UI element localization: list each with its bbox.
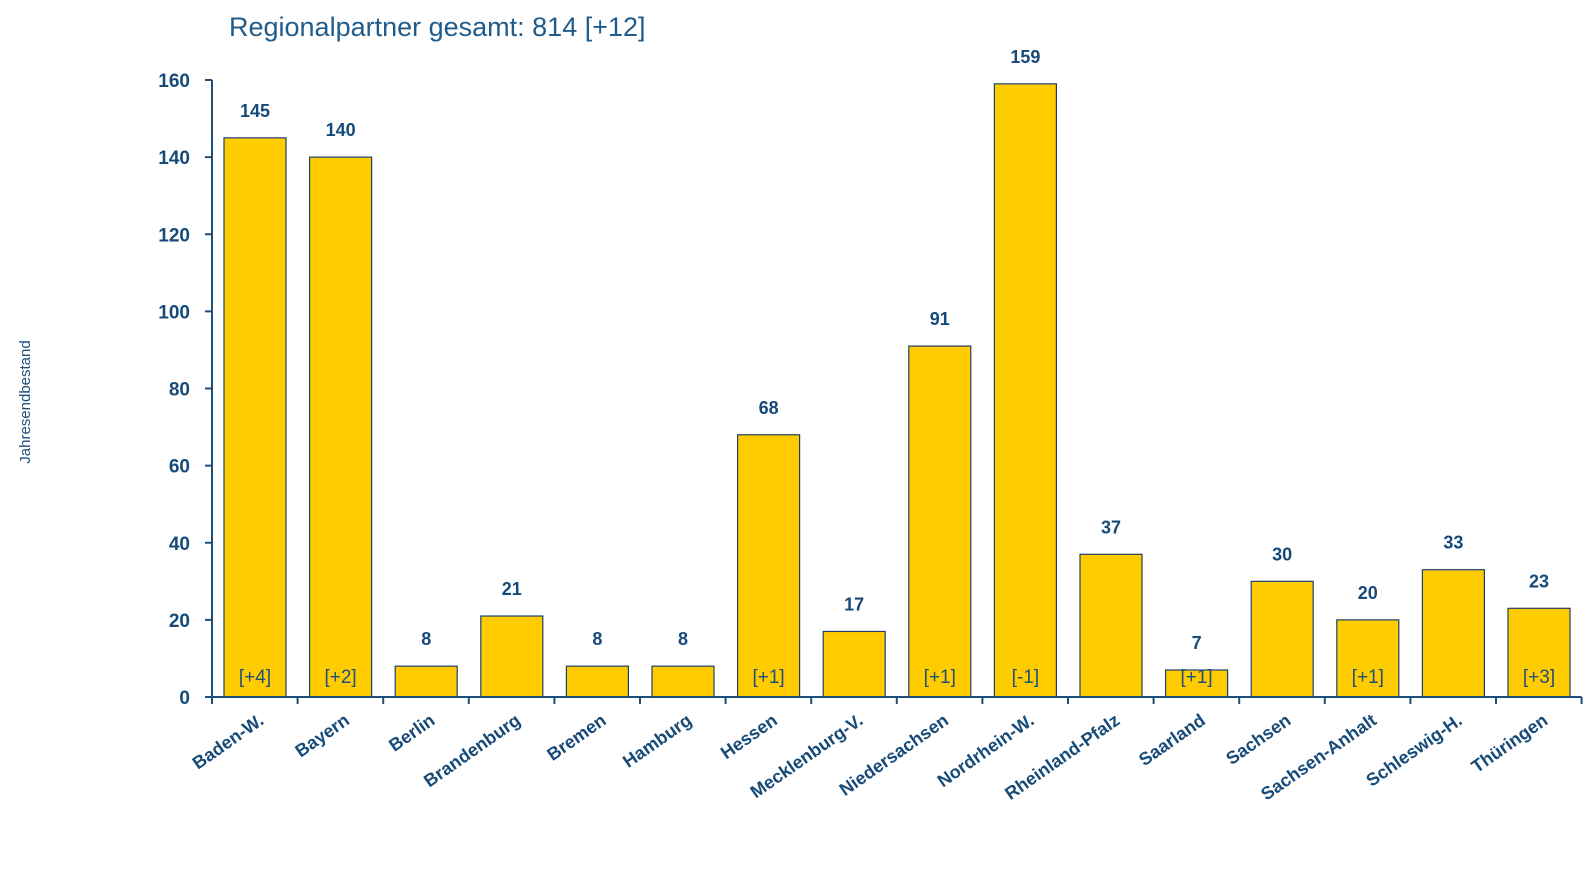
x-category-label: Sachsen	[1222, 710, 1294, 769]
bar	[309, 156, 373, 698]
x-category-label: Brandenburg	[420, 710, 524, 791]
bar	[1336, 619, 1400, 698]
y-tick-label: 120	[158, 225, 190, 246]
x-category-label: Bremen	[543, 710, 609, 765]
bar-value-label: 33	[1443, 533, 1463, 553]
x-category-label: Bayern	[291, 710, 352, 761]
bar-value-label: 8	[678, 629, 688, 649]
y-tick-label: 160	[158, 71, 190, 92]
bar-value-label: 20	[1358, 583, 1378, 603]
y-tick-label: 80	[169, 380, 190, 401]
bar-value-label: 140	[326, 120, 356, 140]
bar-change-label: [-1]	[1012, 667, 1039, 688]
x-category-label: Baden-W.	[189, 710, 268, 773]
y-tick-label: 0	[179, 688, 190, 709]
bar-value-label: 7	[1192, 633, 1202, 653]
bar	[1164, 669, 1229, 698]
bar	[651, 665, 715, 698]
y-tick-label: 60	[169, 457, 190, 478]
bar-value-label: 68	[759, 398, 779, 418]
bar-change-label: [+1]	[924, 667, 956, 688]
bar-value-label: 37	[1101, 517, 1121, 537]
bar	[1250, 580, 1314, 698]
bar	[1079, 553, 1143, 698]
bar-value-label: 8	[592, 629, 602, 649]
x-category-label: Hessen	[717, 710, 781, 763]
x-category-label: Schleswig-H.	[1362, 710, 1465, 791]
bar-change-label: [+1]	[1180, 667, 1212, 688]
bar	[993, 83, 1058, 698]
y-tick-label: 20	[169, 611, 190, 632]
bar-change-label: [+1]	[752, 667, 784, 688]
bar-value-label: 17	[844, 594, 864, 614]
bar	[565, 665, 630, 698]
bar-value-label: 159	[1010, 47, 1040, 67]
bar-value-label: 21	[502, 579, 522, 599]
chart-title: Regionalpartner gesamt: 814 [+12]	[229, 12, 646, 42]
bars: 145 [+4] 140 [+2] 8 21 8 8 68 [+1] 17 91 [+1] 159 [-1]…	[223, 47, 1571, 698]
bar	[822, 630, 886, 698]
x-category-label: Thüringen	[1468, 710, 1552, 777]
bar	[480, 615, 544, 698]
bar-value-label: 23	[1529, 571, 1549, 591]
y-tick-label: 100	[158, 302, 190, 323]
bar	[736, 434, 801, 698]
y-tick-label: 140	[158, 148, 190, 169]
bar-change-label: [+4]	[239, 667, 271, 688]
x-category-label: Saarland	[1135, 710, 1209, 770]
bar-change-label: [+2]	[324, 667, 356, 688]
x-category-label: Hamburg	[619, 710, 695, 772]
y-axis: 0 20 40 60 80 100 120 140 160	[158, 71, 213, 709]
bar-value-label: 145	[240, 101, 270, 121]
bar-value-label: 8	[421, 629, 431, 649]
x-category-label: Berlin	[385, 710, 438, 756]
bar-value-label: 30	[1272, 544, 1292, 564]
bar	[223, 137, 287, 698]
bar	[908, 345, 972, 698]
y-axis-label: Jahresendbestand	[17, 340, 34, 463]
y-tick-label: 40	[169, 534, 190, 555]
bar	[1421, 569, 1486, 698]
bar-change-label: [+3]	[1523, 667, 1555, 688]
bar	[394, 665, 458, 698]
bar-value-label: 91	[930, 309, 950, 329]
bar-change-label: [+1]	[1352, 667, 1384, 688]
